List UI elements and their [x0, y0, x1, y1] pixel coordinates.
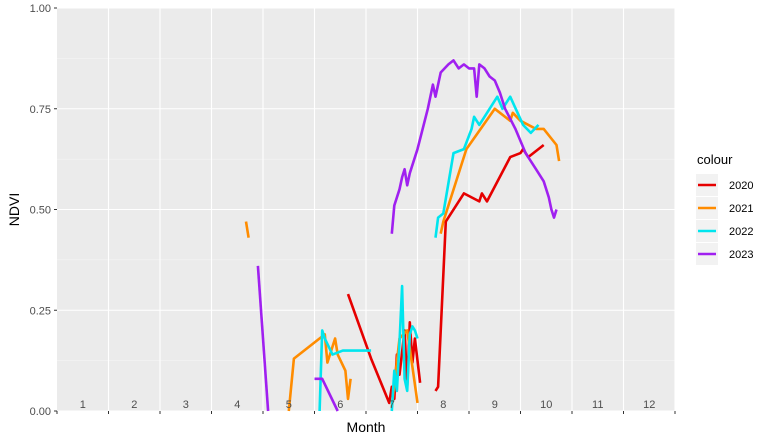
x-tick-label: 12 [643, 399, 655, 411]
series-line-2023 [314, 377, 339, 412]
y-tick-label: 0.25 [30, 305, 51, 317]
y-axis-ticks: 0.00 0.25 0.50 0.75 1.00 [30, 3, 57, 418]
series-line-2023 [256, 265, 270, 412]
legend-label: 2022 [729, 226, 753, 238]
series-line-2022 [390, 284, 419, 412]
legend-label: 2020 [729, 180, 753, 192]
x-axis-ticks: 1 2 3 4 5 6 7 8 9 10 11 12 [56, 399, 676, 414]
legend-title: colour [697, 152, 733, 167]
x-tick-label: 6 [337, 399, 343, 411]
x-tick-label: 1 [80, 399, 86, 411]
series-line-2023 [390, 59, 558, 234]
series-line-2022 [434, 95, 540, 238]
series-line-2021 [439, 107, 561, 234]
x-tick-label: 10 [540, 399, 552, 411]
series-line-2021 [390, 329, 419, 408]
series-line-2021 [244, 221, 250, 238]
x-tick-label: 2 [131, 399, 137, 411]
x-tick-label: 4 [234, 399, 240, 411]
series-line-2021 [287, 333, 352, 412]
series-line-2022 [318, 329, 372, 412]
x-axis-title: Month [347, 419, 386, 435]
series-lines [244, 59, 561, 412]
legend-label: 2021 [729, 203, 753, 215]
x-tick-label: 7 [389, 399, 395, 411]
x-tick-label: 8 [440, 399, 446, 411]
y-tick-label: 1.00 [30, 3, 51, 15]
y-axis-title: NDVI [6, 193, 22, 226]
y-tick-label: 0.75 [30, 104, 51, 116]
legend: colour 2020 2021 2022 2023 [696, 152, 753, 265]
x-tick-label: 9 [492, 399, 498, 411]
x-tick-label: 5 [286, 399, 292, 411]
y-tick-label: 0.00 [30, 406, 51, 418]
major-gridlines [57, 7, 676, 412]
x-tick-label: 3 [183, 399, 189, 411]
x-tick-label: 11 [592, 399, 603, 411]
legend-label: 2023 [729, 249, 753, 261]
y-tick-label: 0.50 [30, 205, 51, 217]
